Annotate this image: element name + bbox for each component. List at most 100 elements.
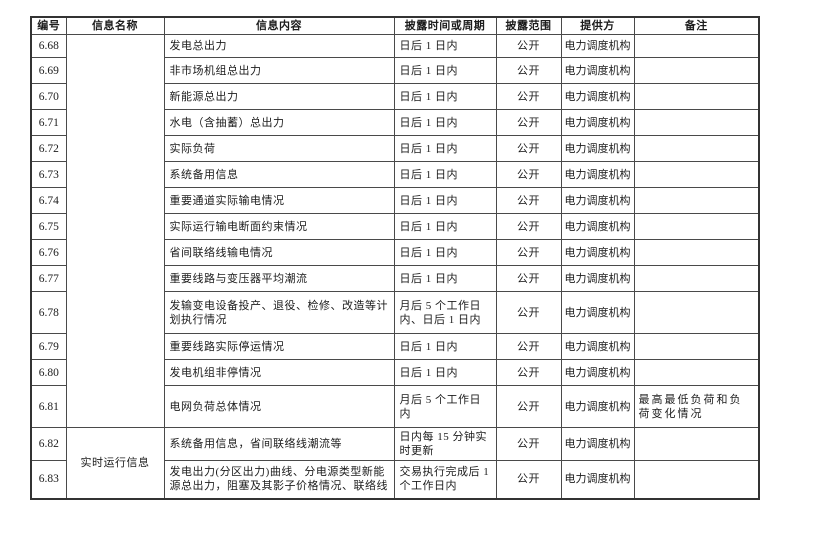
cell-info-content: 非市场机组总出力 <box>163 57 395 84</box>
cell-id: 6.77 <box>30 265 67 292</box>
table-row: 6.72 实际负荷 日后 1 日内 公开 电力调度机构 <box>30 135 760 162</box>
table-row: 6.73 系统备用信息 日后 1 日内 公开 电力调度机构 <box>30 161 760 188</box>
cell-provider: 电力调度机构 <box>560 34 635 58</box>
cell-provider: 电力调度机构 <box>560 239 635 266</box>
cell-provider: 电力调度机构 <box>560 265 635 292</box>
cell-disclosure-time: 日后 1 日内 <box>393 135 497 162</box>
cell-id: 6.69 <box>30 57 67 84</box>
column-header-disclosure-scope: 披露范围 <box>495 16 562 35</box>
cell-info-content: 系统备用信息，省间联络线潮流等 <box>163 427 395 461</box>
table-header: 编号 信息名称 信息内容 披露时间或周期 披露范围 提供方 备注 <box>30 16 760 35</box>
cell-disclosure-time: 日后 1 日内 <box>393 265 497 292</box>
cell-disclosure-scope: 公开 <box>495 427 562 461</box>
cell-info-name: 实时运行信息 <box>65 427 165 499</box>
cell-id: 6.80 <box>30 359 67 386</box>
column-header-disclosure-time: 披露时间或周期 <box>393 16 497 35</box>
cell-disclosure-time: 日后 1 日内 <box>393 333 497 360</box>
cell-remark <box>633 427 760 461</box>
cell-disclosure-scope: 公开 <box>495 239 562 266</box>
cell-provider: 电力调度机构 <box>560 385 635 428</box>
cell-remark <box>633 213 760 240</box>
cell-id: 6.83 <box>30 460 67 499</box>
cell-info-content: 重要线路实际停运情况 <box>163 333 395 360</box>
cell-disclosure-time: 日后 1 日内 <box>393 83 497 110</box>
cell-info-name <box>65 34 165 428</box>
table-body: 6.68 发电总出力 日后 1 日内 公开 电力调度机构 6.69 非市场机组总出力 日后 1… <box>30 34 760 499</box>
table-row: 6.71 水电（含抽蓄）总出力 日后 1 日内 公开 电力调度机构 <box>30 109 760 136</box>
cell-info-content: 新能源总出力 <box>163 83 395 110</box>
cell-info-content: 系统备用信息 <box>163 161 395 188</box>
column-header-info-name: 信息名称 <box>65 16 165 35</box>
cell-id: 6.73 <box>30 161 67 188</box>
cell-provider: 电力调度机构 <box>560 427 635 461</box>
cell-disclosure-scope: 公开 <box>495 109 562 136</box>
cell-disclosure-time: 日后 1 日内 <box>393 239 497 266</box>
cell-remark <box>633 265 760 292</box>
cell-disclosure-scope: 公开 <box>495 135 562 162</box>
column-header-remark: 备注 <box>633 16 760 35</box>
cell-disclosure-time: 日后 1 日内 <box>393 187 497 214</box>
cell-disclosure-time: 日后 1 日内 <box>393 34 497 58</box>
disclosure-table: 编号 信息名称 信息内容 披露时间或周期 披露范围 提供方 备注 6.68 发电总… <box>30 16 760 500</box>
cell-remark <box>633 291 760 334</box>
cell-remark <box>633 57 760 84</box>
cell-remark <box>633 333 760 360</box>
cell-remark <box>633 135 760 162</box>
cell-disclosure-scope: 公开 <box>495 291 562 334</box>
column-header-provider: 提供方 <box>560 16 635 35</box>
table-row: 6.74 重要通道实际输电情况 日后 1 日内 公开 电力调度机构 <box>30 187 760 214</box>
cell-remark <box>633 239 760 266</box>
cell-info-content: 实际负荷 <box>163 135 395 162</box>
cell-remark <box>633 83 760 110</box>
cell-id: 6.74 <box>30 187 67 214</box>
cell-id: 6.70 <box>30 83 67 110</box>
table-row: 6.68 发电总出力 日后 1 日内 公开 电力调度机构 <box>30 34 760 428</box>
cell-remark: 最高最低负荷和负荷变化情况 <box>633 385 760 428</box>
cell-provider: 电力调度机构 <box>560 83 635 110</box>
cell-disclosure-scope: 公开 <box>495 161 562 188</box>
table-row: 6.78 发输变电设备投产、退役、检修、改造等计划执行情况 月后 5 个工作日内、日… <box>30 291 760 334</box>
cell-disclosure-scope: 公开 <box>495 34 562 58</box>
cell-disclosure-scope: 公开 <box>495 460 562 499</box>
table-row: 6.69 非市场机组总出力 日后 1 日内 公开 电力调度机构 <box>30 57 760 84</box>
cell-remark <box>633 460 760 499</box>
cell-info-content: 电网负荷总体情况 <box>163 385 395 428</box>
cell-disclosure-scope: 公开 <box>495 83 562 110</box>
column-header-info-content: 信息内容 <box>163 16 395 35</box>
cell-disclosure-time: 日后 1 日内 <box>393 161 497 188</box>
cell-id: 6.79 <box>30 333 67 360</box>
cell-id: 6.71 <box>30 109 67 136</box>
cell-id: 6.75 <box>30 213 67 240</box>
cell-info-content: 实际运行输电断面约束情况 <box>163 213 395 240</box>
cell-disclosure-time: 日后 1 日内 <box>393 57 497 84</box>
cell-provider: 电力调度机构 <box>560 460 635 499</box>
cell-disclosure-scope: 公开 <box>495 333 562 360</box>
cell-info-content: 重要线路与变压器平均潮流 <box>163 265 395 292</box>
cell-info-content: 发输变电设备投产、退役、检修、改造等计划执行情况 <box>163 291 395 334</box>
cell-provider: 电力调度机构 <box>560 57 635 84</box>
cell-disclosure-time: 月后 5 个工作日内、日后 1 日内 <box>393 291 497 334</box>
cell-provider: 电力调度机构 <box>560 187 635 214</box>
cell-disclosure-time: 日后 1 日内 <box>393 213 497 240</box>
cell-id: 6.68 <box>30 34 67 58</box>
cell-id: 6.82 <box>30 427 67 461</box>
cell-disclosure-scope: 公开 <box>495 57 562 84</box>
cell-disclosure-scope: 公开 <box>495 385 562 428</box>
cell-id: 6.72 <box>30 135 67 162</box>
cell-info-content: 省间联络线输电情况 <box>163 239 395 266</box>
cell-disclosure-time: 日内每 15 分钟实时更新 <box>393 427 497 461</box>
cell-provider: 电力调度机构 <box>560 161 635 188</box>
cell-provider: 电力调度机构 <box>560 109 635 136</box>
cell-info-content: 发电出力(分区出力)曲线、分电源类型新能源总出力，阻塞及其影子价格情况、联络线 <box>163 460 395 499</box>
cell-info-content: 水电（含抽蓄）总出力 <box>163 109 395 136</box>
cell-remark <box>633 161 760 188</box>
cell-remark <box>633 359 760 386</box>
table-row: 6.70 新能源总出力 日后 1 日内 公开 电力调度机构 <box>30 83 760 110</box>
header-row: 编号 信息名称 信息内容 披露时间或周期 披露范围 提供方 备注 <box>30 16 760 35</box>
cell-remark <box>633 34 760 58</box>
cell-remark <box>633 109 760 136</box>
cell-id: 6.81 <box>30 385 67 428</box>
cell-info-content: 重要通道实际输电情况 <box>163 187 395 214</box>
cell-disclosure-scope: 公开 <box>495 213 562 240</box>
